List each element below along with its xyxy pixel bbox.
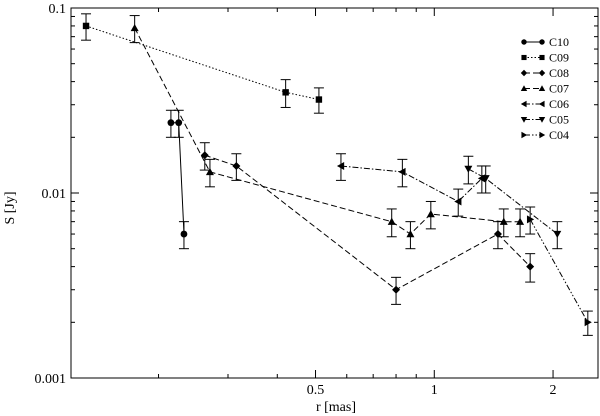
legend-label-c05: C05 [549,113,569,127]
legend-label-c10: C10 [549,35,569,49]
data-point-c08 [200,151,209,160]
data-point-c08 [232,161,241,170]
legend-marker-c08 [538,69,546,77]
legend-marker-c04 [539,131,546,139]
series-c06 [335,153,487,217]
series-line-c04 [529,219,589,323]
legend-item-c09: C09 [521,51,569,65]
series-c08 [199,142,536,305]
series-c09 [81,13,324,114]
data-point-c08 [526,262,535,271]
legend-marker-c07 [538,85,546,92]
data-point-c07 [516,217,525,225]
data-point-c05 [464,165,473,173]
y-tick-label: 0.001 [35,372,67,387]
data-point-c08 [392,285,401,294]
x-axis-label: r [mas] [316,400,356,415]
legend-marker-c09 [521,54,527,61]
legend-item-c05: C05 [520,113,569,127]
series-line-c09 [85,25,320,100]
data-point-c07 [499,217,508,225]
series-layer [81,13,593,336]
legend-item-c08: C08 [520,66,569,80]
series-c10 [165,109,189,250]
series-c05 [463,155,563,250]
data-point-c07 [426,209,435,218]
legend-marker-c06 [538,100,545,108]
data-point-c08 [493,230,502,239]
data-point-c07 [387,217,396,225]
data-point-c10 [167,119,175,127]
legend-label-c04: C04 [549,128,569,142]
legend-marker-c10 [521,39,527,45]
legend-label-c06: C06 [549,97,569,111]
data-point-c06 [454,197,462,206]
data-point-c06 [336,161,345,170]
legend-marker-c10 [539,39,545,45]
data-point-c07 [406,230,415,238]
data-point-c07 [130,23,139,32]
data-point-c09 [282,89,289,96]
y-tick-label: 0.1 [49,2,67,17]
legend-label-c09: C09 [549,51,569,65]
legend-label-c07: C07 [549,82,569,96]
series-line-c07 [134,27,521,235]
data-point-c07 [205,167,214,176]
data-point-c04 [584,318,592,327]
data-point-c04 [526,215,535,224]
legend-marker-c04 [521,131,528,139]
legend-item-c06: C06 [520,97,569,111]
legend-label-c08: C08 [549,66,569,80]
legend-marker-c07 [520,85,528,92]
axes: 0.001 0.01 0.1 0.5 1 2 [35,2,599,398]
legend-marker-c05 [520,116,528,123]
legend-item-c10: C10 [521,35,569,49]
series-line-c06 [340,165,483,203]
x-tick-label: 0.5 [307,383,325,398]
series-c04 [525,206,593,336]
plot-frame [70,7,599,379]
series-c07 [129,15,526,250]
x-tick-label: 2 [550,383,557,398]
legend-marker-c08 [520,69,528,77]
legend-marker-c06 [520,100,527,108]
data-point-c10 [175,119,183,127]
data-point-c05 [481,175,490,183]
legend-marker-c05 [538,116,546,123]
y-tick-label: 0.01 [42,187,67,202]
data-point-c05 [553,230,562,239]
legend-marker-c09 [539,54,545,61]
data-point-c09 [82,22,90,30]
legend-item-c04: C04 [521,128,569,142]
x-tick-label: 1 [431,383,438,398]
y-axis-label: S [Jy] [3,191,18,224]
legend-item-c07: C07 [520,82,569,96]
data-point-c10 [180,230,188,238]
series-line-c10 [170,122,185,235]
data-point-c06 [398,167,406,176]
data-point-c09 [315,96,323,103]
